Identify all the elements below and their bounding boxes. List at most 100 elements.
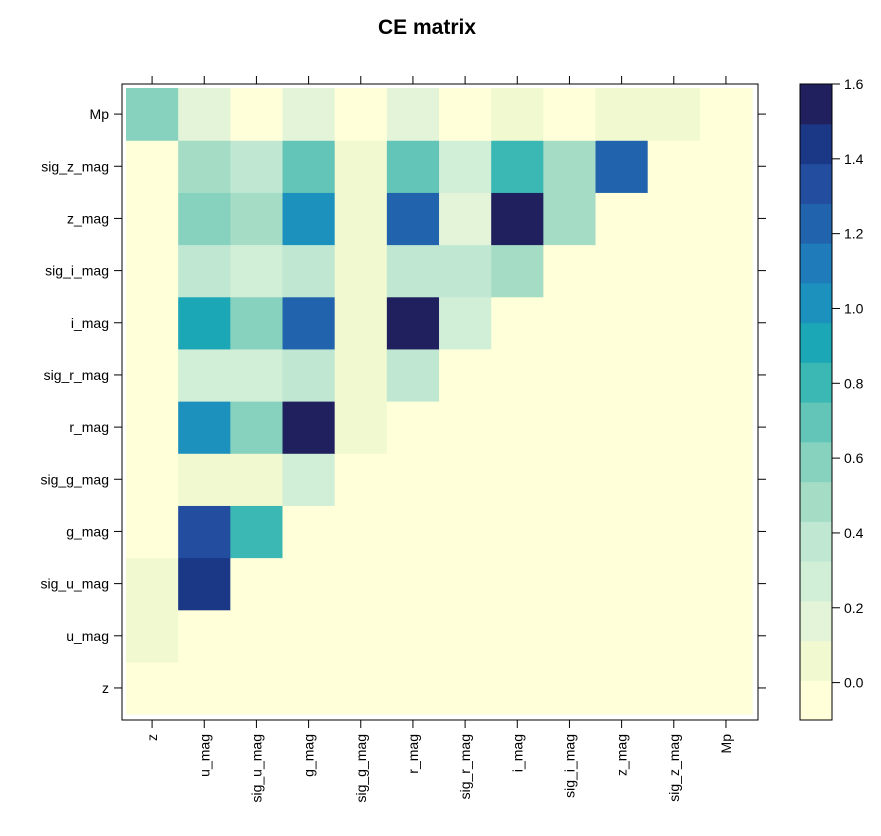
x-tick-label: r_mag [405,734,421,774]
heatmap-cell [543,192,597,246]
heatmap-cell [282,192,336,246]
x-tick-label: u_mag [196,734,212,777]
x-tick-label: sig_z_mag [666,734,682,802]
colorbar-swatch [800,282,832,324]
x-tick-label: sig_u_mag [248,734,264,803]
heatmap-cell [595,661,649,715]
heatmap-cell [126,505,179,559]
heatmap-cell [439,140,492,193]
heatmap-cell [439,505,492,559]
heatmap-cell [491,88,544,141]
heatmap-cell [386,557,440,611]
heatmap-cell [334,401,388,454]
colorbar-tick-label: 0.8 [844,375,864,391]
heatmap-cell [334,505,388,559]
heatmap-cell [126,140,179,193]
heatmap-cell [126,244,179,298]
heatmap-cell [334,453,388,506]
heatmap-cell [439,453,492,506]
heatmap-cell [699,244,753,298]
heatmap-cell [491,557,544,611]
heatmap-cell [282,244,336,298]
heatmap-cell [334,557,388,611]
heatmap-cell [282,453,336,506]
heatmap-cell [491,401,544,454]
colorbar-swatch [800,123,832,165]
x-tick-label: z_mag [614,734,630,776]
heatmap-cell [334,192,388,246]
heatmap-cell [647,348,701,402]
heatmap-cell [439,348,492,402]
colorbar-tick-label: 1.2 [844,226,864,242]
heatmap-cell [543,348,597,402]
heatmap-cell [386,505,440,559]
heatmap-cell [543,401,597,454]
heatmap-cell [439,88,492,141]
heatmap-cell [230,192,284,246]
heatmap-cell [126,296,179,350]
heatmap-cell [230,505,284,559]
colorbar-tick-label: 0.6 [844,450,864,466]
heatmap-cell [647,296,701,350]
heatmap-cell [491,244,544,298]
x-tick-label: sig_r_mag [457,734,473,799]
colorbar: 0.0 0.2 0.4 0.6 0.8 1.0 1.2 1.4 1.6 [799,76,864,721]
y-tick-label: Mp [90,106,110,122]
heatmap-cell [282,401,336,454]
y-tick-label: sig_i_mag [45,263,109,279]
heatmap-cell [647,505,701,559]
heatmap-cell [699,609,753,663]
colorbar-swatch [800,640,832,681]
heatmap-cell [178,140,231,193]
heatmap-cell [543,296,597,350]
heatmap-cell [230,609,284,663]
heatmap-cell [699,140,753,193]
heatmap-cell [334,609,388,663]
heatmap-cell [126,557,179,611]
colorbar-swatch [800,362,832,403]
heatmap-cell [439,192,492,246]
heatmap-cell [699,557,753,611]
heatmap-cell [178,453,231,506]
colorbar-swatch [800,322,832,363]
heatmap-cell [178,505,231,559]
heatmap-cell [595,609,649,663]
colorbar-swatch [800,521,832,562]
colorbar-tick-label: 0.2 [844,600,864,616]
x-tick-label: Mp [718,734,734,754]
colorbar-swatch [800,441,832,483]
heatmap-cell [126,661,179,715]
heatmap-cell [647,401,701,454]
heatmap-cell [230,401,284,454]
y-tick-label: i_mag [71,315,109,331]
colorbar-swatch [800,203,832,244]
y-tick-label: sig_g_mag [41,471,110,487]
heatmap-cell [334,244,388,298]
colorbar-swatch [800,481,832,522]
heatmap-cell [282,505,336,559]
heatmap-cell [334,140,388,193]
heatmap-cell [543,140,597,193]
heatmap-cell [699,505,753,559]
heatmap-cell [543,244,597,298]
heatmap-cell [230,453,284,506]
heatmap-cell [178,192,231,246]
heatmap-cell [178,348,231,402]
heatmap-cell [699,453,753,506]
y-tick-label: u_mag [66,628,109,644]
heatmap-cell [386,348,440,402]
colorbar-swatch [800,402,832,443]
heatmap-cell [491,661,544,715]
y-tick-label: sig_r_mag [44,367,109,383]
heatmap-cell [126,348,179,402]
colorbar-tick-label: 1.6 [844,76,864,92]
heatmap-cell [178,296,231,350]
heatmap-cell [699,661,753,715]
heatmap-cell [699,401,753,454]
x-tick-label: g_mag [301,734,317,777]
heatmap-cells [126,88,753,715]
heatmap-cell [230,661,284,715]
heatmap-cell [491,348,544,402]
colorbar-swatch [800,163,832,204]
